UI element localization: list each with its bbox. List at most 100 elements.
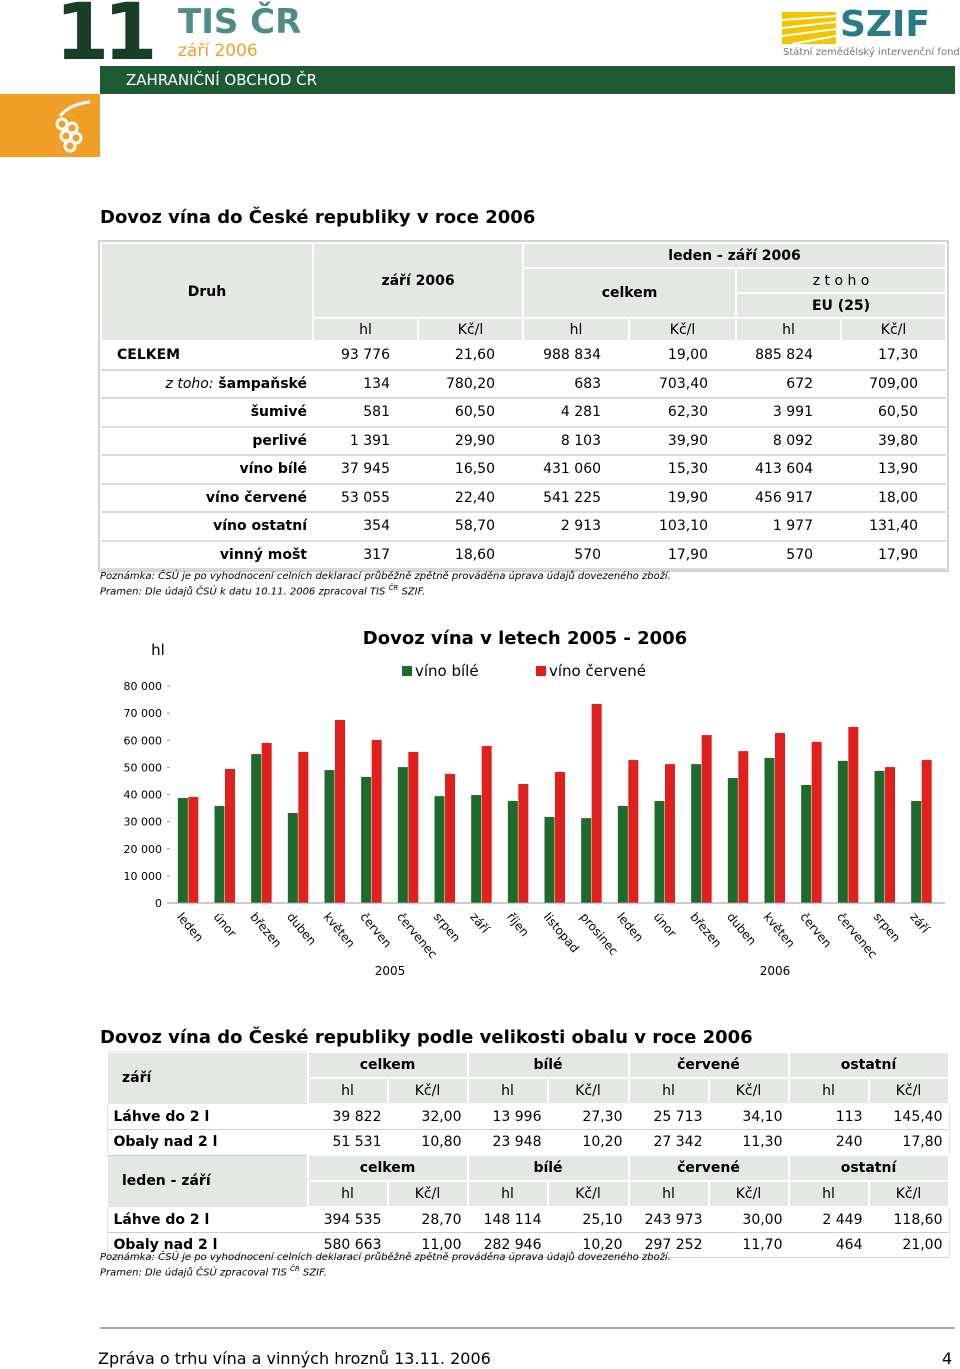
group-cell: celkem (306, 1051, 469, 1079)
value-cell: 780,20 (418, 369, 524, 399)
header-cell: celkem (522, 267, 738, 319)
x-tick-label: duben (284, 910, 319, 948)
value-cell: 53 055 (313, 483, 418, 513)
bar (518, 783, 529, 903)
unit-cell: Kč/l (707, 1077, 790, 1105)
bar (335, 719, 345, 903)
value-cell: 34,10 (708, 1104, 789, 1130)
bar (324, 770, 335, 903)
bar (764, 757, 775, 903)
bar (591, 703, 602, 903)
value-cell: 580 663 (307, 1232, 388, 1258)
value-cell: 431 060 (523, 455, 630, 485)
value-cell: 51 531 (307, 1129, 388, 1156)
logo-subtitle: Státní zemědělský intervenční fond (783, 47, 960, 58)
unit-cell: hl (466, 1180, 549, 1208)
chart: Dovoz vína v letech 2005 - 2006 hl 0 10 0… (124, 628, 945, 978)
bar (837, 760, 848, 903)
chart-title: Dovoz vína v letech 2005 - 2006 (363, 628, 687, 649)
bar (434, 796, 445, 903)
bar (177, 798, 188, 903)
value-cell: 1 977 (736, 512, 842, 542)
bar (555, 771, 565, 903)
issue-date: září 2006 (178, 41, 258, 61)
footer-text: Zpráva o trhu vína a vinných hroznů 13.1… (98, 1349, 491, 1368)
unit-cell: Kč/l (707, 1180, 790, 1208)
x-tick-label: březen (687, 910, 724, 950)
data-row: z toho: šampaňské 134 780,20 683 703,40 672 70… (101, 369, 947, 399)
package-table: září celkem bílé červené ostatní hl Kč/l hl Kč/l… (107, 1051, 950, 1258)
x-tick-label: leden (614, 910, 646, 945)
x-tick-label: srpen (871, 910, 903, 945)
legend-swatch (536, 666, 546, 676)
legend-swatch (402, 666, 412, 676)
bar (775, 732, 785, 903)
bar (727, 777, 738, 903)
value-cell: 709,00 (841, 369, 947, 399)
row-label-text: CELKEM (117, 347, 181, 364)
row-label: Obaly nad 2 l (107, 1232, 308, 1258)
row-label: Obaly nad 2 l (107, 1129, 308, 1156)
value-cell: 134 (313, 369, 418, 399)
bar (544, 817, 555, 903)
unit-cell: hl (312, 317, 419, 342)
unit-row: hl Kč/l hl Kč/l hl Kč/l (101, 317, 948, 342)
bar (811, 741, 822, 903)
data-row: CELKEM 93 776 21,60 988 834 19,00 885 824 17,3… (101, 341, 947, 371)
note: Poznámka: ČSÚ je po vyhodnocení celních … (100, 571, 671, 582)
x-tick-label: duben (724, 910, 759, 948)
value-cell: 37 945 (313, 455, 418, 485)
data-row: Láhve do 2 l 394 535 28,70 148 114 25,10 243 … (107, 1207, 949, 1233)
footer-rule (100, 1327, 955, 1329)
value-cell: 62,30 (629, 398, 737, 428)
issue-number: 11 (55, 0, 158, 78)
value-cell: 297 252 (628, 1232, 709, 1258)
value-cell: 282 946 (467, 1232, 548, 1258)
unit-cell: hl (627, 1077, 710, 1105)
value-cell: 18,00 (841, 483, 947, 513)
value-cell: 17,90 (841, 540, 947, 570)
bar (481, 745, 492, 903)
y-tick-label: 80 000 (124, 680, 163, 693)
bar (911, 801, 922, 903)
source-text: SZIF. (401, 586, 426, 598)
value-cell: 672 (736, 369, 842, 399)
x-tick-label: červen (357, 910, 394, 950)
value-cell: 703,40 (629, 369, 737, 399)
value-cell: 8 092 (736, 426, 842, 456)
unit-cell: hl (735, 317, 843, 342)
unit-cell: hl (306, 1077, 389, 1105)
y-axis-label: hl (151, 641, 165, 659)
value-cell: 240 (788, 1129, 869, 1156)
value-cell: 13,90 (841, 455, 947, 485)
unit-cell: Kč/l (546, 1077, 630, 1105)
row-label: CELKEM (101, 341, 313, 371)
row-label: víno ostatní (101, 512, 313, 542)
unit-cell: hl (466, 1077, 549, 1105)
bar (214, 805, 225, 903)
unit-cell: hl (627, 1180, 710, 1208)
x-tick-label: květen (321, 910, 358, 951)
row-label-text: víno ostatní (213, 518, 307, 535)
bar (371, 739, 382, 903)
bar (287, 812, 298, 903)
value-cell: 17,80 (868, 1129, 949, 1156)
value-cell: 145,40 (868, 1104, 949, 1130)
unit-cell: hl (787, 1077, 870, 1105)
section-title: ZAHRANIČNÍ OBCHOD ČR (126, 71, 318, 89)
bar (471, 795, 482, 903)
value-cell: 10,20 (547, 1232, 629, 1258)
y-tick-label: 20 000 (124, 843, 163, 856)
logo: SZIF (840, 4, 931, 45)
orange-block (0, 94, 100, 157)
bar (874, 770, 885, 903)
value-cell: 27 342 (628, 1129, 709, 1156)
value-cell: 23 948 (467, 1129, 548, 1156)
row-label-text: víno červené (205, 489, 307, 506)
row-label: šumivé (101, 398, 313, 428)
y-tick-label: 10 000 (124, 870, 163, 883)
value-cell: 113 (788, 1104, 869, 1130)
bar (617, 805, 628, 903)
grape-icon (55, 100, 91, 153)
